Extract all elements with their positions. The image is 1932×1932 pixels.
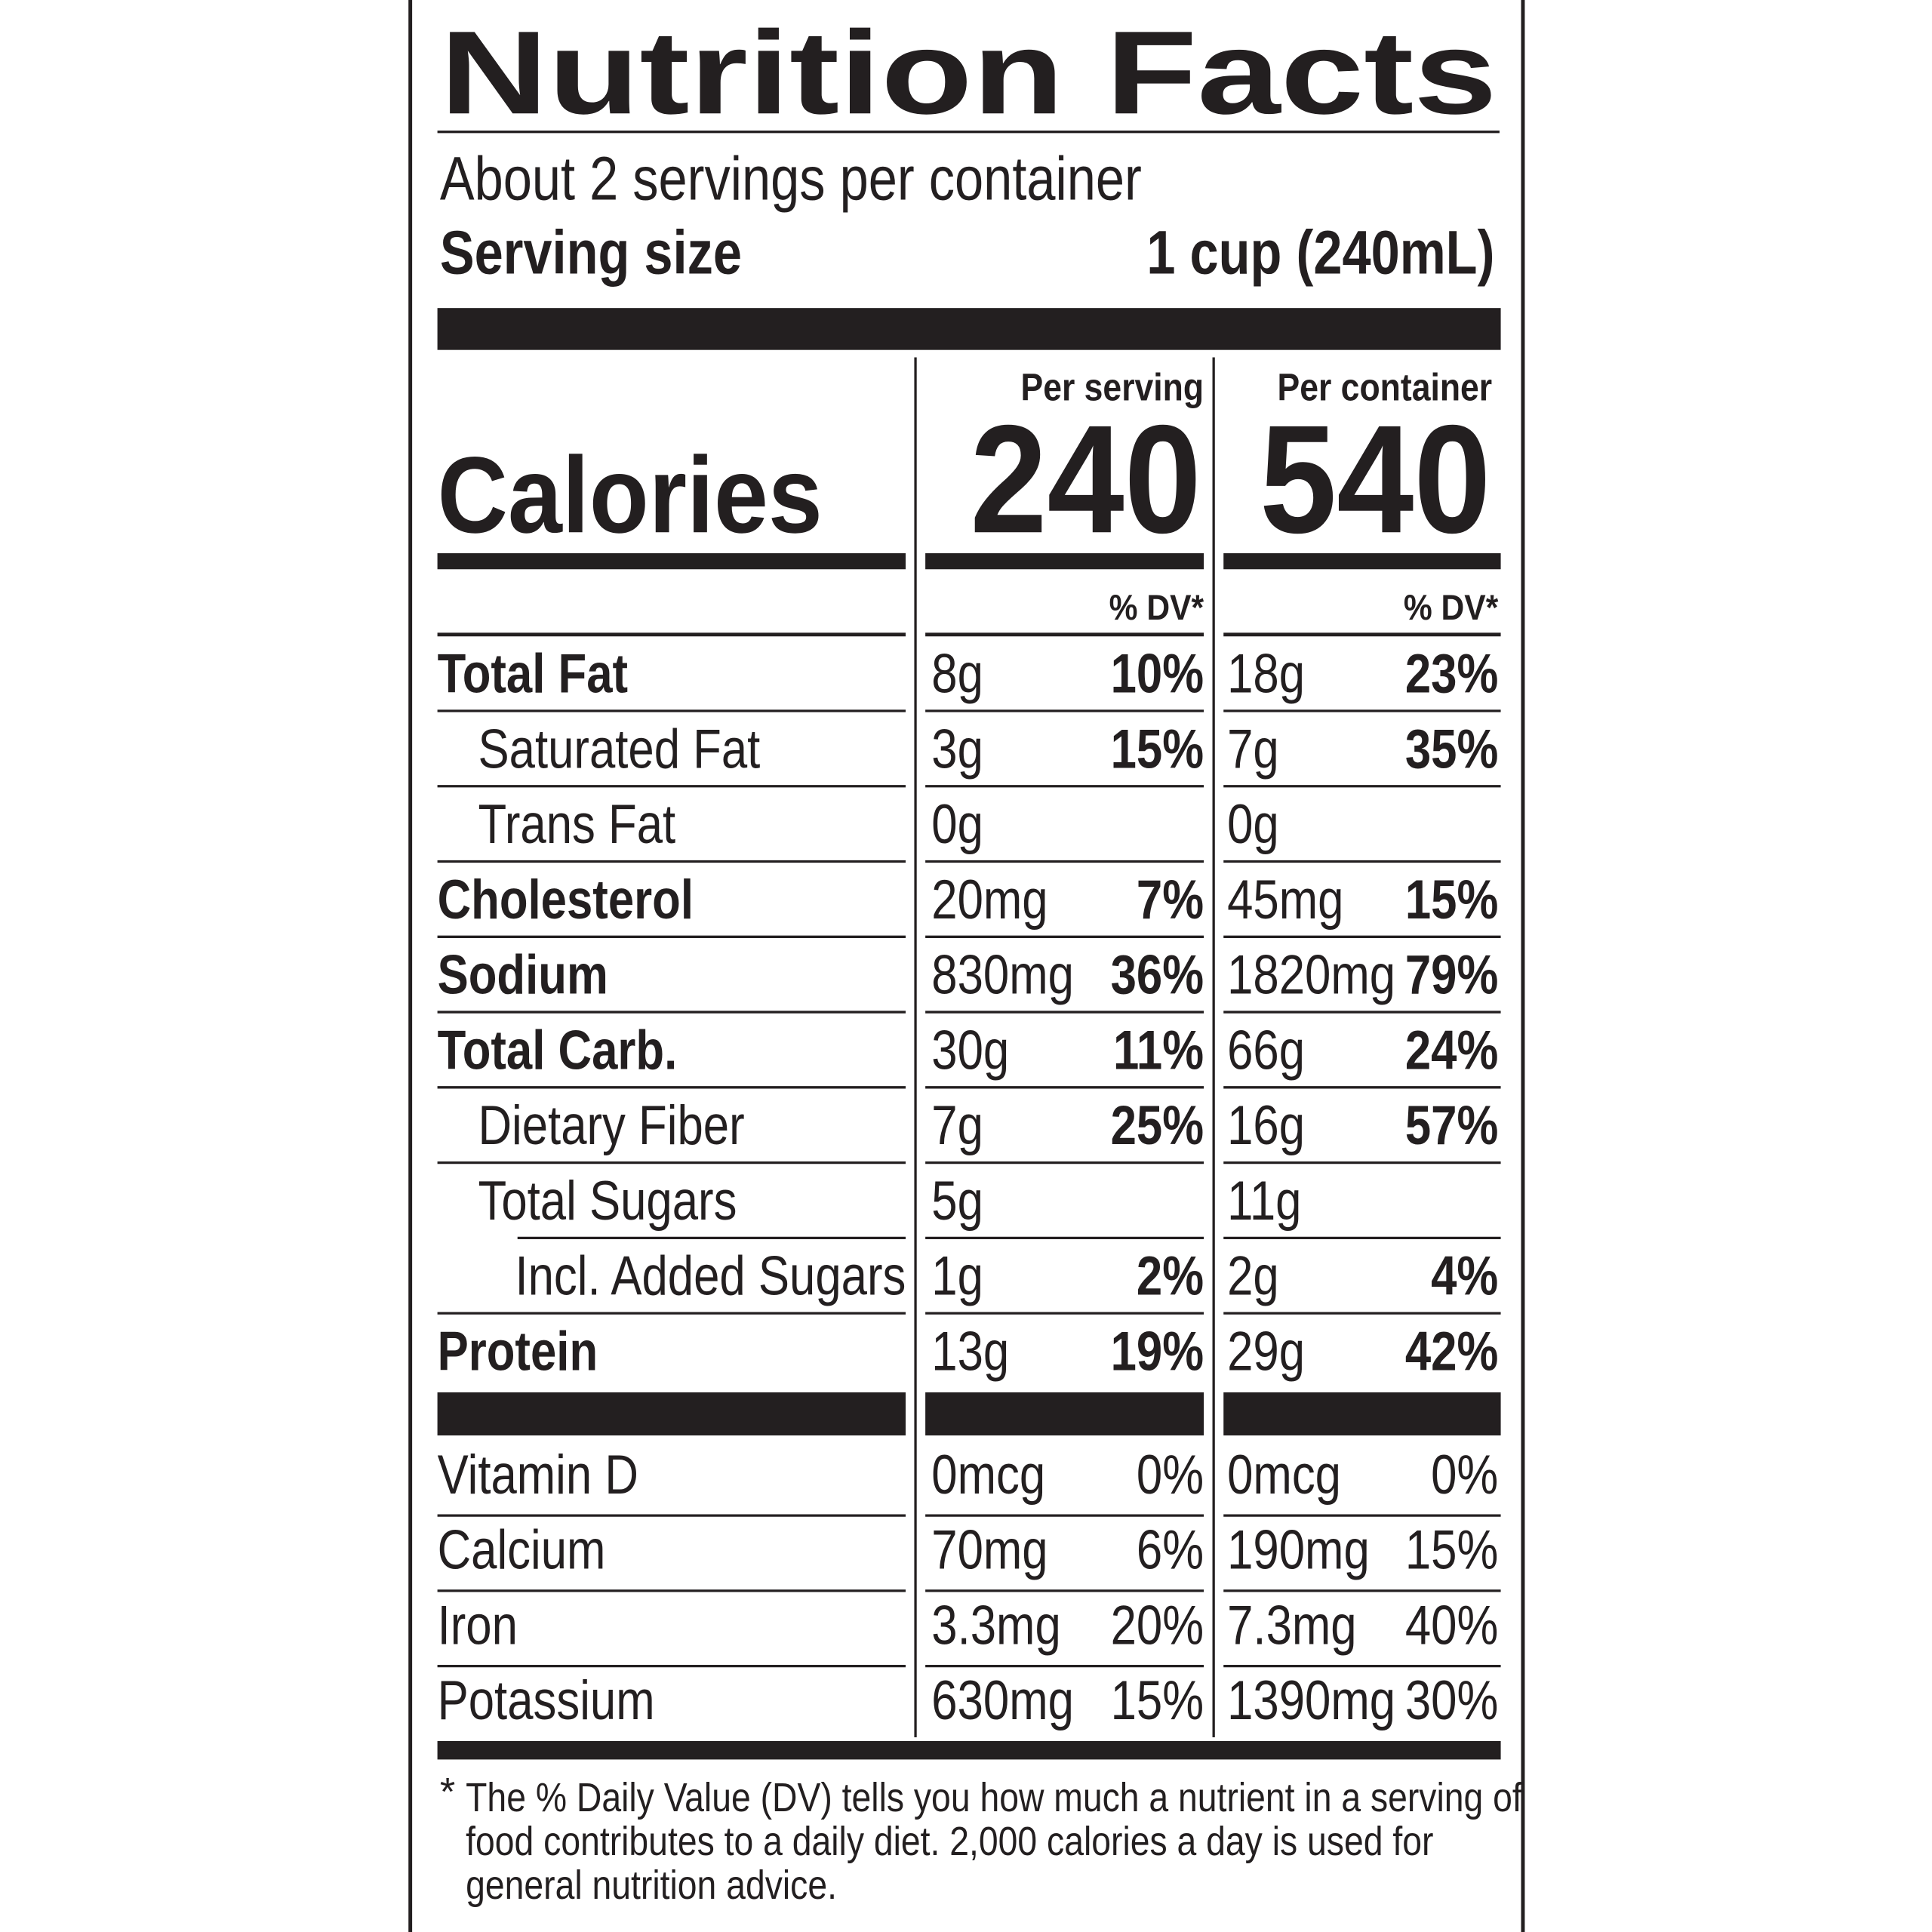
amount: 190mg [1227,1518,1370,1581]
amount: 7.3mg [1227,1593,1356,1656]
amount: 2g [1227,1244,1279,1307]
calories-bar [437,553,906,570]
section-bar [925,1392,1204,1436]
amount: 3.3mg [931,1593,1060,1656]
dv-header: % DV* [1404,588,1499,628]
thick-bar [437,308,1501,350]
column-header: Per container [1278,366,1493,409]
amount: 13g [931,1319,1009,1382]
amount: 7g [1227,717,1279,780]
footnote-line: general nutrition advice. [466,1863,837,1908]
amount: 1820mg [1227,943,1395,1006]
nutrient-label: Sodium [438,943,608,1006]
servings: About 2 servings per container [440,144,1142,213]
amount: 18g [1227,642,1305,705]
title: Nutrition Facts [440,7,1497,139]
amount: 3g [931,717,983,780]
daily-value: 15% [1111,1669,1204,1731]
amount: 0mcg [931,1443,1045,1506]
amount: 0g [1227,792,1279,855]
amount: 70mg [931,1518,1048,1581]
amount: 1390mg [1227,1669,1395,1731]
daily-value: 25% [1111,1094,1204,1156]
section-bar [1223,1392,1501,1436]
daily-value: 15% [1405,1518,1498,1581]
footnote-asterisk: * [440,1770,455,1814]
calories-value: 540 [1260,393,1491,565]
nutrient-label: Saturated Fat [478,717,760,780]
daily-value: 4% [1431,1244,1498,1307]
daily-value: 35% [1405,717,1498,780]
daily-value: 15% [1405,868,1498,931]
daily-value: 79% [1405,943,1498,1006]
amount: 0g [931,792,983,855]
nutrient-label: Potassium [438,1669,655,1731]
daily-value: 42% [1405,1319,1498,1382]
bottom-bar [437,1740,1501,1760]
footnote-line: The % Daily Value (DV) tells you how muc… [466,1775,1523,1820]
nutrient-label: Dietary Fiber [478,1094,744,1156]
daily-value: 0% [1137,1443,1204,1506]
nutrient-label: Incl. Added Sugars [515,1244,906,1307]
amount: 16g [1227,1094,1305,1156]
serving-size-label: Serving size [440,218,742,287]
daily-value: 57% [1405,1094,1498,1156]
calories-value: 240 [970,393,1201,565]
amount: 7g [931,1094,983,1156]
nutrient-label: Trans Fat [478,792,675,855]
dv-header: % DV* [1109,588,1204,628]
daily-value: 0% [1431,1443,1498,1506]
amount: 5g [931,1169,983,1232]
amount: 29g [1227,1319,1305,1382]
daily-value: 11% [1113,1018,1204,1081]
nutrient-label: Total Sugars [478,1169,737,1232]
daily-value: 36% [1111,943,1204,1006]
daily-value: 24% [1405,1018,1498,1081]
daily-value: 7% [1137,868,1204,931]
nutrient-label: Iron [438,1593,518,1656]
amount: 630mg [931,1669,1074,1731]
amount: 830mg [931,943,1074,1006]
daily-value: 6% [1137,1518,1204,1581]
amount: 66g [1227,1018,1305,1081]
amount: 0mcg [1227,1443,1341,1506]
calories-bar [1223,553,1501,570]
calories-label: Calories [438,435,823,555]
serving-size-value: 1 cup (240mL) [1146,218,1494,287]
column-header: Per serving [1020,366,1204,409]
nutrient-label: Calcium [438,1518,606,1581]
daily-value: 40% [1405,1593,1498,1656]
nutrient-label: Protein [438,1319,598,1382]
amount: 30g [931,1018,1009,1081]
amount: 1g [931,1244,983,1307]
section-bar [437,1392,906,1436]
daily-value: 2% [1137,1244,1204,1307]
amount: 20mg [931,868,1048,931]
daily-value: 10% [1111,642,1204,705]
daily-value: 19% [1111,1319,1204,1382]
nutrient-label: Total Carb. [438,1018,678,1081]
footnote-line: food contributes to a daily diet. 2,000 … [466,1819,1433,1864]
nutrient-label: Cholesterol [438,868,694,931]
daily-value: 23% [1405,642,1498,705]
calories-bar [925,553,1204,570]
daily-value: 30% [1405,1669,1498,1731]
amount: 45mg [1227,868,1343,931]
amount: 11g [1227,1169,1301,1232]
daily-value: 15% [1111,717,1204,780]
nutrient-label: Total Fat [438,642,628,705]
daily-value: 20% [1111,1593,1204,1656]
nutrient-label: Vitamin D [438,1443,638,1506]
amount: 8g [931,642,983,705]
